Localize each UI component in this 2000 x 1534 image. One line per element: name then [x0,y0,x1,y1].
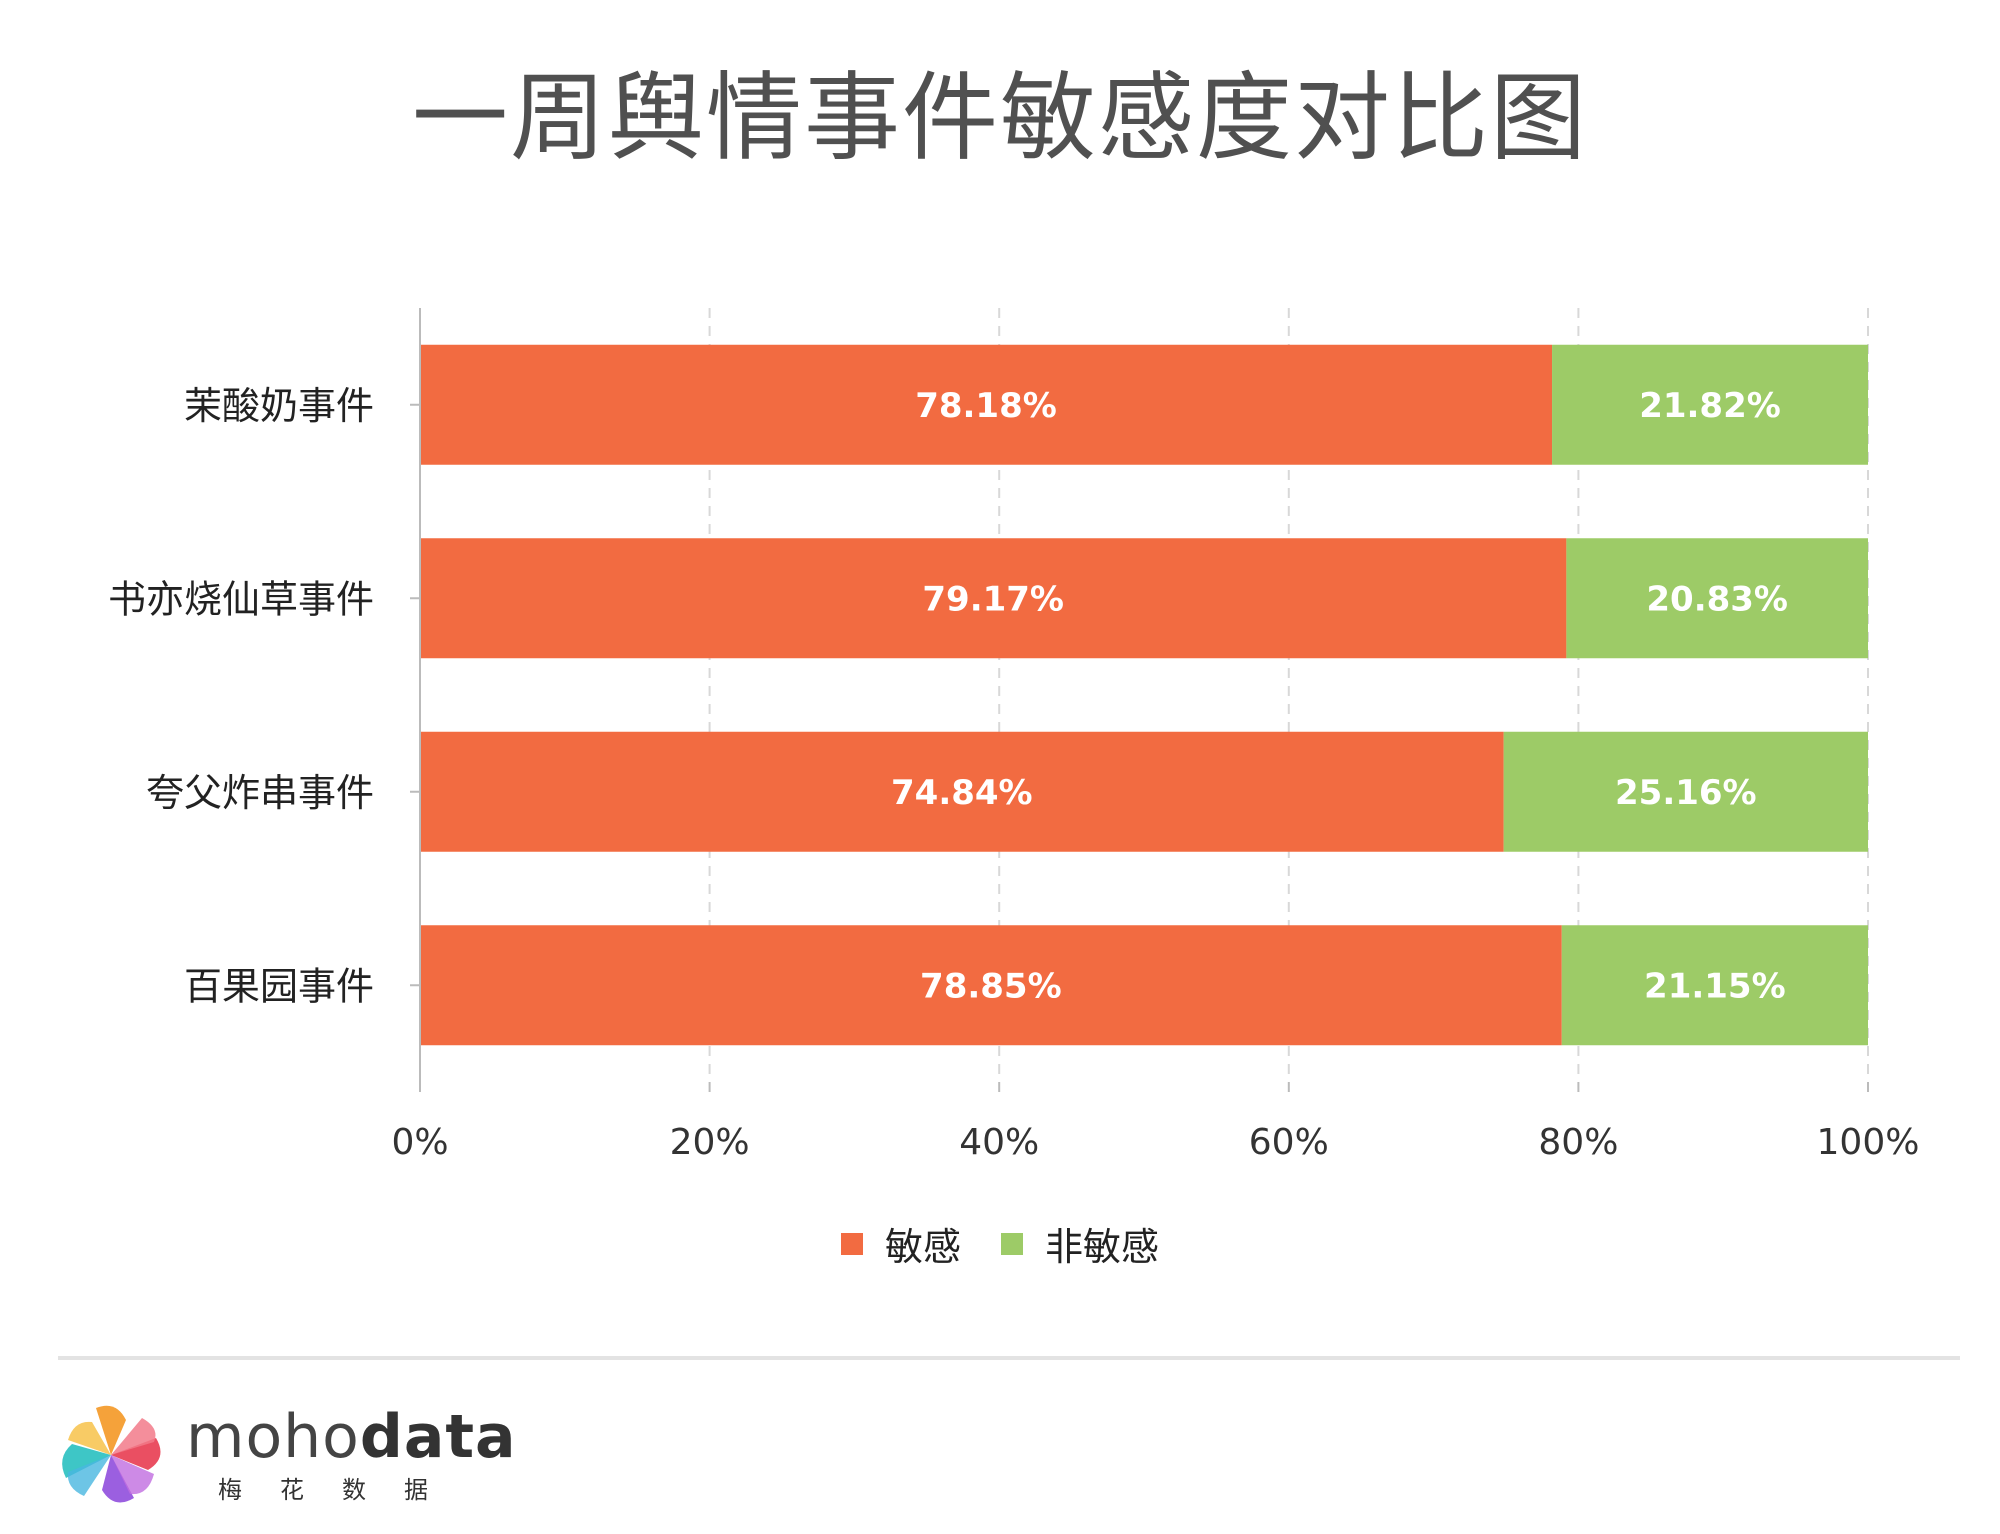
bar-segment-sensitive[interactable] [420,538,1567,659]
legend-item-sensitive[interactable]: 敏感 [840,1216,961,1271]
x-tick-label: 40% [959,1122,1039,1163]
bar-segment-nonsensitive[interactable] [1503,731,1868,852]
x-tick-label: 80% [1538,1122,1618,1163]
legend: 敏感 非敏感 [0,1216,2000,1271]
bar-segment-nonsensitive[interactable] [1561,925,1868,1046]
legend-swatch-nonsensitive [1001,1232,1023,1255]
category-label: 百果园事件 [184,964,374,1008]
category-label: 茉酸奶事件 [184,384,374,428]
pinwheel-logo-icon [62,1405,161,1503]
category-label: 书亦烧仙草事件 [108,577,374,621]
bar-segment-nonsensitive[interactable] [1552,344,1868,465]
data-label: 79.17% [922,579,1064,619]
labels: 0% 20% 40% 60% 80% 100% 茉酸奶事件 78.18% 21.82% 书亦烧仙草… [108,384,1919,1163]
data-label: 21.15% [1644,966,1786,1006]
legend-label-sensitive: 敏感 [884,1225,961,1269]
category-label: 夸父炸串事件 [146,771,374,815]
legend-swatch-sensitive [840,1232,863,1255]
data-label: 25.16% [1615,773,1757,813]
bar-segment-sensitive[interactable] [420,344,1553,465]
brand-name-light: moho [186,1402,360,1472]
data-label: 21.82% [1639,386,1781,426]
data-label: 20.83% [1646,579,1788,619]
data-label: 74.84% [891,773,1033,813]
data-label: 78.85% [920,966,1062,1006]
data-label: 78.18% [915,386,1057,426]
brand-logo-text: mohodata 梅花数据 [186,1402,517,1505]
legend-label-nonsensitive: 非敏感 [1045,1225,1160,1269]
brand-name-bold: data [359,1402,517,1472]
x-tick-label: 100% [1817,1122,1920,1163]
x-tick-label: 20% [670,1122,750,1163]
bar-segment-nonsensitive[interactable] [1566,538,1868,659]
legend-item-nonsensitive[interactable]: 非敏感 [1001,1216,1159,1271]
bar-segment-sensitive[interactable] [420,925,1562,1046]
bar-segment-sensitive[interactable] [420,731,1504,852]
axes [410,308,1869,1092]
x-tick-label: 0% [391,1122,448,1163]
bars [420,344,1868,1046]
footer-divider [58,1356,1960,1360]
brand-subtitle: 梅花数据 [218,1476,466,1504]
chart-title: 一周舆情事件敏感度对比图 [412,62,1588,174]
x-tick-label: 60% [1249,1122,1329,1163]
